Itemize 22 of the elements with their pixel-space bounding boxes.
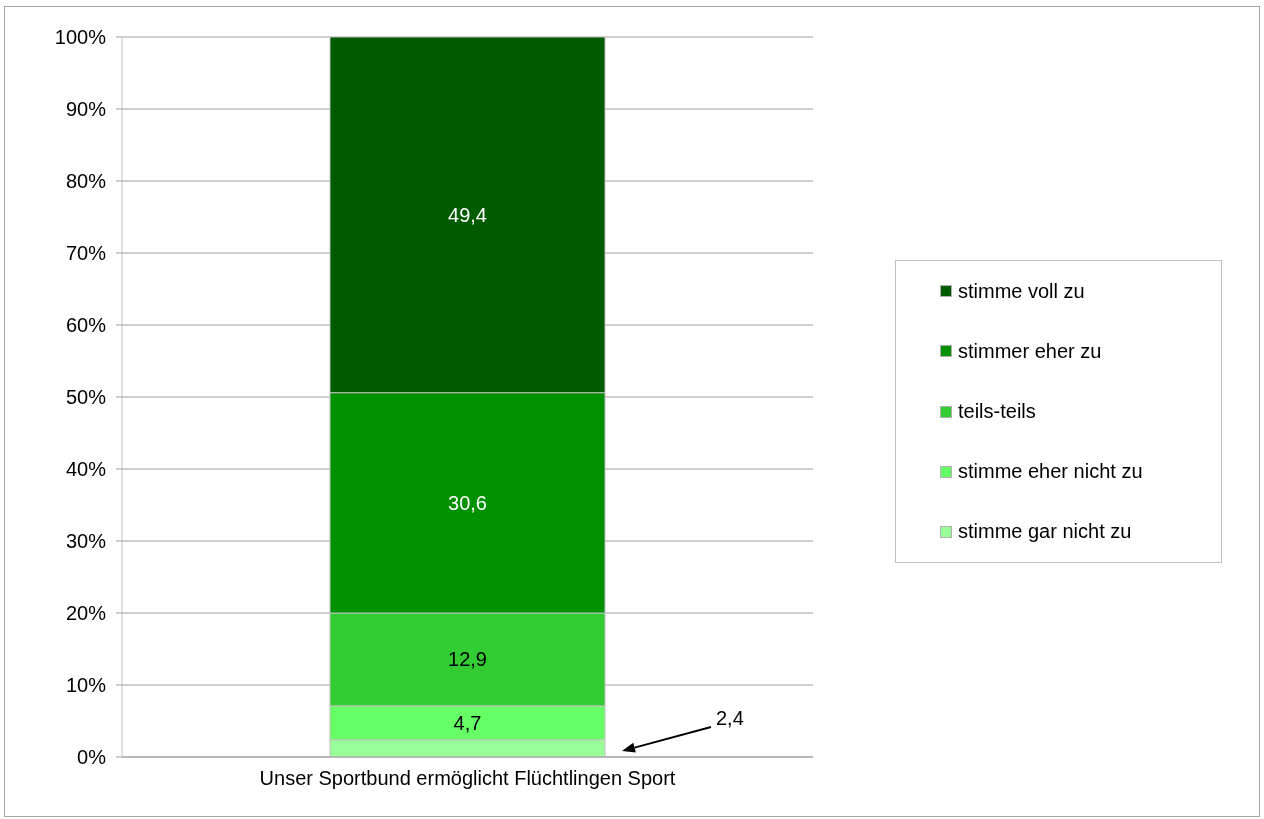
legend-label: stimme voll zu [958, 279, 1085, 303]
data-label: 12,9 [448, 648, 487, 671]
y-tick-label: 70% [65, 242, 107, 265]
annotation: 2,4 [716, 707, 744, 729]
data-label: 49,4 [448, 203, 487, 226]
data-label: 30,6 [448, 491, 487, 514]
y-tick-label: 80% [65, 170, 107, 193]
legend-label: teils-teils [958, 400, 1036, 423]
y-tick-label: 60% [65, 314, 107, 337]
legend-label: stimmer eher zu [958, 339, 1102, 363]
y-tick-label: 40% [65, 458, 107, 481]
y-tick-label: 100% [54, 26, 107, 49]
legend-label: stimme gar nicht zu [958, 520, 1132, 544]
x-tick-label: Unser Sportbund ermöglicht Flüchtlingen Sport [259, 767, 676, 790]
legend-label: stimme eher nicht zu [958, 460, 1143, 484]
y-tick-label: 90% [65, 98, 107, 121]
data-label: 4,7 [453, 711, 482, 734]
y-tick-label: 0% [77, 746, 107, 769]
y-tick-label: 50% [65, 386, 107, 409]
y-tick-label: 30% [65, 530, 107, 553]
y-tick-label: 10% [65, 674, 107, 697]
y-tick-label: 20% [65, 602, 107, 625]
